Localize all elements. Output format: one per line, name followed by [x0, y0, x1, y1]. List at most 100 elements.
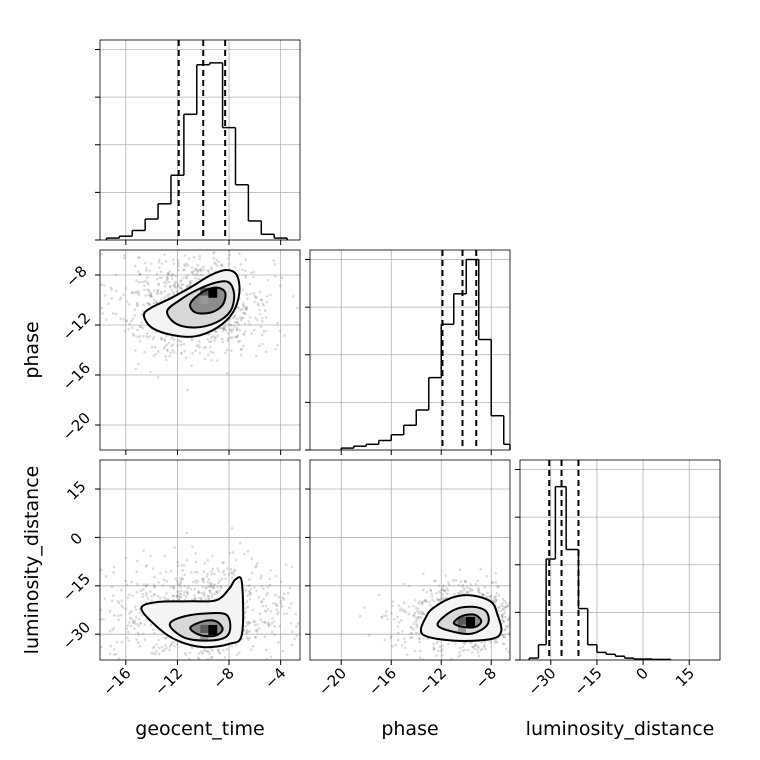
scatter-point	[167, 273, 170, 276]
scatter-point	[195, 272, 198, 276]
scatter-point	[131, 291, 134, 295]
scatter-point	[239, 263, 242, 266]
scatter-point	[148, 269, 152, 272]
scatter-point	[163, 253, 166, 256]
scatter-point	[164, 570, 168, 574]
scatter-point	[481, 593, 484, 596]
scatter-point	[173, 283, 176, 287]
scatter-point	[190, 338, 194, 342]
scatter-point	[224, 325, 227, 329]
scatter-point	[172, 594, 175, 598]
scatter-point	[196, 270, 200, 274]
scatter-point	[217, 260, 220, 263]
scatter-point	[179, 595, 183, 599]
scatter-point	[478, 591, 482, 595]
scatter-point	[133, 314, 136, 317]
scatter-point	[166, 273, 170, 277]
scatter-point	[443, 590, 447, 593]
scatter-point	[183, 573, 187, 576]
scatter-point	[260, 584, 264, 588]
scatter-point	[210, 573, 213, 576]
scatter-point	[416, 624, 419, 627]
scatter-point	[434, 579, 437, 583]
scatter-point	[147, 302, 151, 306]
scatter-point	[230, 667, 233, 670]
scatter-point	[171, 343, 175, 347]
scatter-point	[512, 609, 515, 612]
scatter-point	[253, 586, 256, 589]
scatter-point	[180, 279, 183, 282]
scatter-point	[243, 269, 247, 273]
scatter-point	[179, 581, 183, 585]
scatter-point	[259, 290, 262, 294]
scatter-point	[422, 637, 426, 640]
scatter-point	[504, 615, 507, 619]
scatter-point	[220, 577, 224, 581]
scatter-point	[101, 312, 105, 315]
scatter-point	[500, 603, 503, 607]
scatter-point	[183, 254, 187, 257]
scatter-point	[203, 357, 207, 361]
scatter-point	[457, 583, 461, 587]
scatter-point	[266, 585, 270, 589]
scatter-point	[152, 583, 156, 586]
scatter-point	[140, 313, 143, 316]
scatter-point	[447, 581, 450, 584]
scatter-point	[409, 636, 413, 639]
scatter-point	[136, 641, 140, 644]
scatter-point	[205, 586, 208, 589]
scatter-point	[145, 584, 148, 588]
scatter-point	[473, 644, 477, 648]
scatter-point	[260, 298, 263, 302]
scatter-point	[494, 572, 498, 575]
scatter-point	[126, 624, 129, 627]
scatter-point	[167, 295, 170, 299]
scatter-point	[229, 567, 233, 571]
scatter-point	[418, 636, 422, 640]
scatter-point	[266, 591, 270, 595]
scatter-point	[528, 616, 531, 619]
scatter-point	[502, 620, 505, 624]
scatter-point	[134, 367, 137, 371]
scatter-point	[127, 328, 130, 331]
scatter-point	[194, 276, 197, 280]
scatter-point	[159, 299, 163, 302]
scatter-point	[430, 595, 434, 598]
scatter-point	[317, 589, 320, 592]
scatter-point	[262, 587, 265, 590]
scatter-point	[110, 599, 114, 603]
scatter-point	[506, 618, 510, 621]
scatter-point	[410, 632, 414, 635]
scatter-point	[123, 330, 126, 333]
scatter-point	[534, 609, 537, 612]
scatter-point	[150, 652, 153, 655]
scatter-point	[160, 337, 164, 340]
scatter-point	[201, 274, 204, 277]
scatter-point	[189, 245, 192, 248]
scatter-point	[440, 588, 443, 592]
scatter-point	[441, 588, 445, 592]
scatter-point	[390, 635, 393, 638]
scatter-point	[183, 651, 187, 655]
scatter-point	[177, 262, 180, 265]
scatter-point	[144, 279, 147, 283]
scatter-point	[474, 582, 478, 586]
scatter-point	[157, 283, 161, 287]
scatter-point	[164, 259, 168, 263]
scatter-point	[185, 668, 188, 671]
scatter-point	[200, 269, 203, 273]
density-layer	[100, 245, 537, 671]
scatter-point	[127, 303, 131, 306]
scatter-point	[162, 347, 166, 350]
scatter-point	[120, 640, 124, 644]
scatter-point	[255, 296, 258, 299]
scatter-point	[164, 637, 168, 640]
scatter-point	[174, 285, 177, 288]
scatter-point	[260, 600, 264, 604]
scatter-point	[176, 344, 179, 347]
scatter-point	[120, 599, 123, 602]
scatter-point	[195, 274, 198, 277]
ylabel-luminosity-distance: luminosity_distance	[21, 466, 43, 655]
scatter-point	[232, 316, 235, 320]
scatter-point	[519, 614, 522, 617]
